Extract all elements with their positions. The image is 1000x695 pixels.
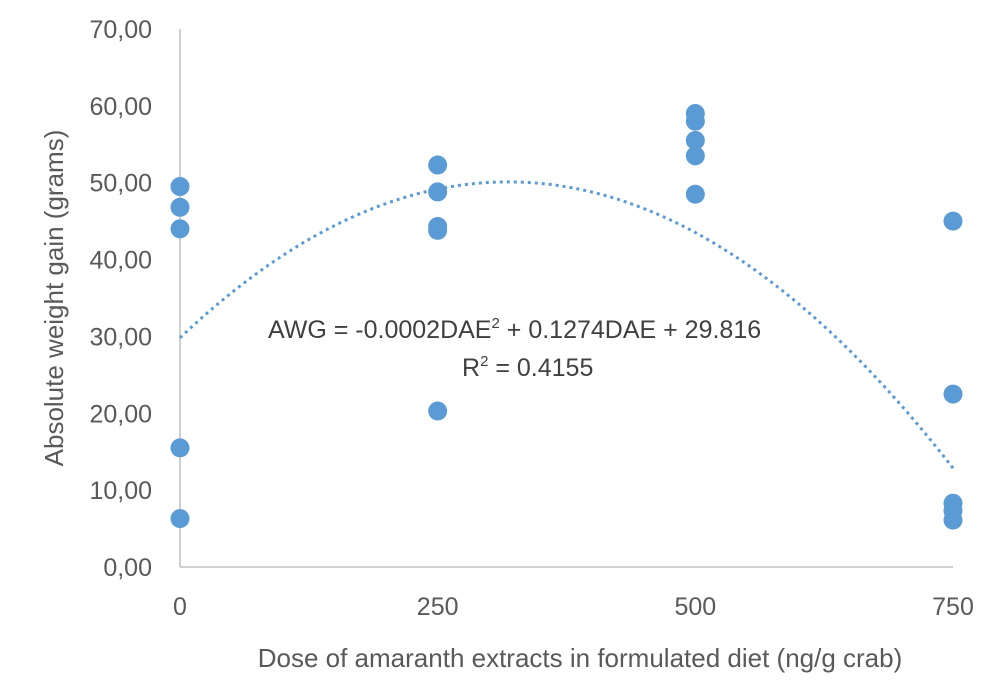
data-point (428, 401, 448, 421)
data-point (685, 130, 705, 150)
x-tick-label: 750 (932, 593, 974, 621)
r-squared-label: R2 = 0.4155 (462, 353, 593, 382)
y-tick-label: 0,00 (103, 554, 152, 582)
data-point (170, 219, 190, 239)
x-axis-ticks: 0 250 500 750 (173, 593, 974, 621)
y-axis-ticks: 0,00 10,00 20,00 30,00 40,00 50,00 60,00 70,00 (89, 16, 152, 582)
equation-superscript: 2 (491, 315, 499, 332)
data-point (943, 384, 963, 404)
r-squared-value: = 0.4155 (488, 354, 593, 382)
y-tick-label: 70,00 (89, 16, 152, 44)
equation-main: AWG = -0.0002DAE (268, 316, 491, 344)
data-point (428, 155, 448, 175)
trendline-group (178, 180, 955, 470)
data-points (170, 104, 963, 530)
trendline (178, 180, 955, 470)
data-point (428, 182, 448, 202)
y-tick-label: 30,00 (89, 323, 152, 351)
data-point (428, 220, 448, 240)
x-tick-label: 250 (417, 593, 459, 621)
data-point (943, 510, 963, 530)
data-point (170, 509, 190, 529)
trendline-equation: AWG = -0.0002DAE2 + 0.1274DAE + 29.816 (268, 315, 761, 344)
r-squared-prefix: R (462, 354, 480, 382)
data-point (943, 211, 963, 231)
y-tick-label: 60,00 (89, 93, 152, 121)
equation-rest: + 0.1274DAE + 29.816 (500, 316, 761, 344)
x-axis-title: Dose of amaranth extracts in formulated … (258, 643, 903, 673)
data-point (170, 177, 190, 197)
y-axis-title: Absolute weight gain (grams) (39, 130, 69, 467)
y-tick-label: 10,00 (89, 477, 152, 505)
data-point (685, 111, 705, 131)
y-tick-label: 40,00 (89, 247, 152, 275)
y-tick-label: 50,00 (89, 170, 152, 198)
r-squared-superscript: 2 (480, 353, 488, 370)
y-tick-label: 20,00 (89, 400, 152, 428)
data-point (685, 146, 705, 166)
data-point (685, 184, 705, 204)
data-point (170, 197, 190, 217)
x-tick-label: 500 (674, 593, 716, 621)
data-point (170, 438, 190, 458)
x-tick-label: 0 (173, 593, 187, 621)
